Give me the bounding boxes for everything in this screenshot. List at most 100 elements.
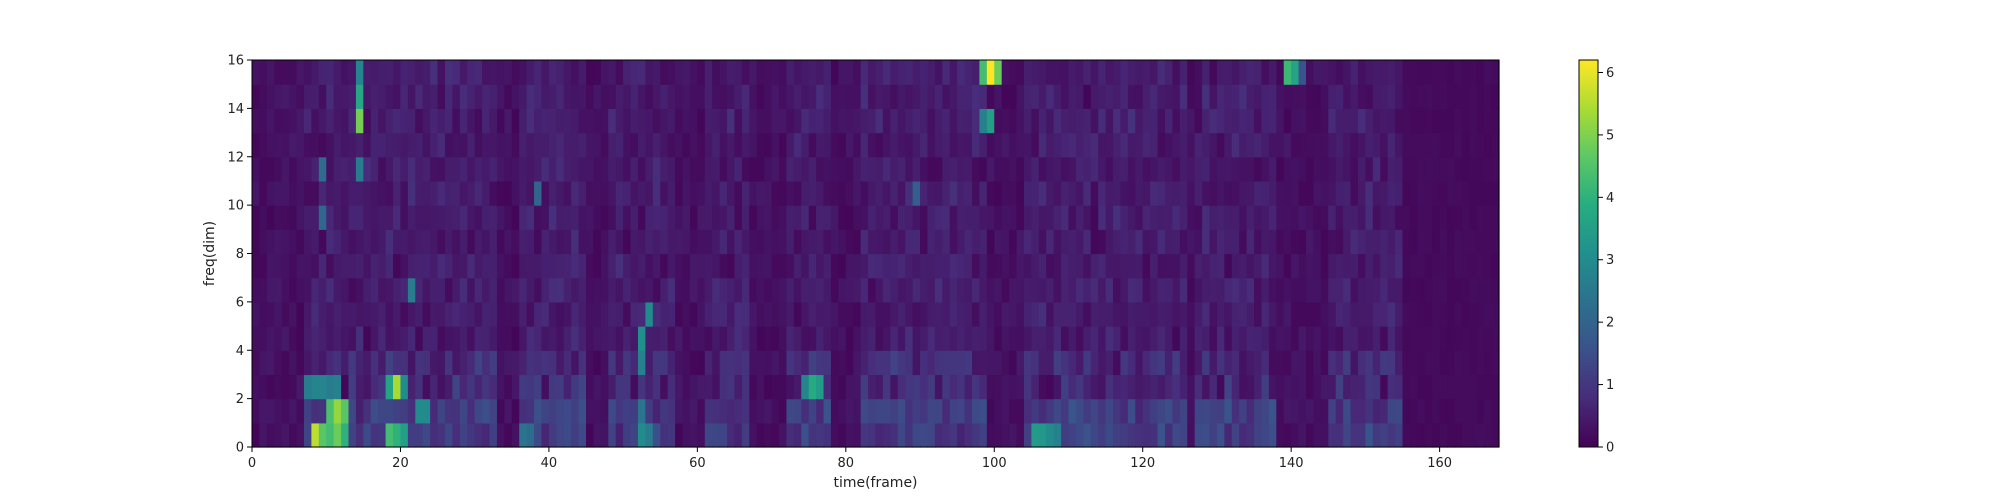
heatmap-cell	[519, 374, 528, 400]
heatmap-cell	[727, 326, 736, 351]
heatmap-cell	[1179, 132, 1188, 158]
heatmap-cell	[511, 277, 520, 303]
heatmap-cell	[1476, 84, 1485, 109]
heatmap-cell	[444, 229, 454, 255]
heatmap-cell	[437, 229, 446, 255]
heatmap-cell	[1357, 350, 1366, 376]
heatmap-cell	[541, 253, 550, 279]
heatmap-cell	[727, 253, 736, 279]
heatmap-cell	[1209, 277, 1218, 303]
heatmap-cell	[882, 326, 891, 351]
heatmap-cell	[1254, 60, 1263, 85]
heatmap-cell	[615, 301, 624, 327]
heatmap-cell	[1120, 277, 1129, 303]
heatmap-cell	[422, 60, 431, 85]
heatmap-cell	[1461, 326, 1470, 351]
heatmap-cell	[430, 60, 439, 85]
heatmap-cell	[830, 422, 839, 448]
heatmap-cell	[1402, 205, 1411, 230]
heatmap-cell	[979, 374, 988, 400]
heatmap-cell	[385, 132, 394, 158]
colorbar-tick-label: 1	[1606, 378, 1614, 393]
heatmap-cell	[971, 205, 981, 230]
heatmap-cell	[1298, 277, 1307, 303]
heatmap-cell	[459, 398, 468, 424]
heatmap-cell	[994, 326, 1003, 351]
heatmap-cell	[845, 350, 854, 376]
heatmap-cell	[252, 253, 261, 279]
heatmap-cell	[934, 108, 943, 134]
heatmap-cell	[1046, 156, 1055, 182]
heatmap-cell	[474, 60, 483, 85]
heatmap-cell	[1113, 277, 1122, 303]
heatmap-cell	[630, 60, 639, 85]
heatmap-cell	[437, 205, 446, 230]
heatmap-cell	[1105, 326, 1114, 351]
heatmap-cell	[1380, 156, 1389, 182]
heatmap-cell	[979, 60, 988, 85]
heatmap-cell	[1432, 326, 1441, 351]
heatmap-cell	[912, 229, 921, 255]
heatmap-cell	[363, 156, 372, 182]
heatmap-cell	[1409, 156, 1418, 182]
heatmap-cell	[1009, 350, 1018, 376]
heatmap-cell	[1098, 350, 1107, 376]
heatmap-cell	[326, 60, 335, 85]
heatmap-cell	[1083, 229, 1092, 255]
heatmap-cell	[645, 229, 654, 255]
heatmap-cell	[407, 277, 416, 303]
heatmap-cell	[1335, 422, 1344, 448]
heatmap-cell	[949, 422, 958, 448]
heatmap-cell	[1127, 422, 1136, 448]
heatmap-cell	[1343, 398, 1352, 424]
heatmap-cell	[779, 132, 788, 158]
heatmap-cell	[1328, 326, 1337, 351]
heatmap-cell	[1424, 326, 1433, 351]
heatmap-cell	[689, 277, 698, 303]
heatmap-cell	[860, 84, 869, 109]
heatmap-cell	[1083, 350, 1092, 376]
heatmap-cell	[905, 326, 914, 351]
heatmap-cell	[355, 422, 364, 448]
heatmap-cell	[1090, 398, 1099, 424]
heatmap-cell	[296, 229, 305, 255]
heatmap-cell	[853, 205, 862, 230]
heatmap-cell	[1031, 422, 1040, 448]
heatmap-cell	[1320, 108, 1329, 134]
heatmap-cell	[660, 205, 669, 230]
heatmap-cell	[1224, 180, 1233, 206]
heatmap-cell	[303, 277, 312, 303]
heatmap-cell	[749, 277, 758, 303]
heatmap-cell	[986, 229, 995, 255]
heatmap-cell	[830, 84, 839, 109]
heatmap-cell	[1194, 84, 1203, 109]
heatmap-cell	[830, 277, 839, 303]
heatmap-cell	[1320, 229, 1329, 255]
heatmap-cell	[875, 108, 884, 134]
heatmap-cell	[385, 229, 394, 255]
heatmap-cell	[1105, 374, 1114, 400]
heatmap-cell	[1120, 301, 1129, 327]
heatmap-cell	[793, 326, 802, 351]
heatmap-cell	[534, 60, 543, 85]
heatmap-cell	[1053, 84, 1062, 109]
heatmap-cell	[1098, 301, 1107, 327]
heatmap-cell	[793, 398, 802, 424]
heatmap-cell	[504, 326, 513, 351]
heatmap-cell	[957, 326, 966, 351]
heatmap-cell	[586, 422, 595, 448]
heatmap-cell	[667, 132, 676, 158]
heatmap-cell	[1194, 253, 1203, 279]
heatmap-cell	[586, 156, 595, 182]
heatmap-cell	[1075, 326, 1084, 351]
heatmap-cell	[452, 156, 461, 182]
heatmap-cell	[682, 350, 691, 376]
heatmap-cell	[615, 398, 624, 424]
heatmap-cell	[712, 350, 721, 376]
heatmap-cell	[348, 108, 357, 134]
heatmap-cell	[1454, 422, 1463, 448]
heatmap-cell	[1142, 374, 1151, 400]
heatmap-cell	[459, 253, 468, 279]
heatmap-cell	[296, 374, 305, 400]
heatmap-cell	[534, 205, 543, 230]
